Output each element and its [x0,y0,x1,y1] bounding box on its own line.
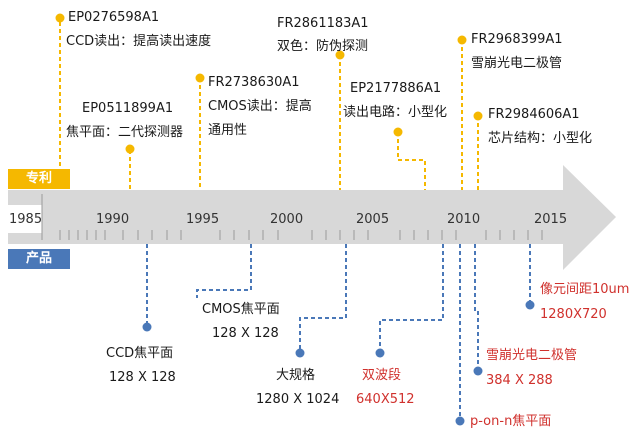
product-dots [142,300,535,426]
product-name: 双波段 [362,368,402,383]
patent-description: CCD读出：提高读出速度 [66,34,212,49]
timeline-arrow [8,165,616,270]
start-year-box [8,205,42,233]
patent-dot [393,127,403,137]
product-name: 雪崩光电二极管 [486,348,578,363]
axis-ticks [41,194,543,240]
product-dot [295,348,305,358]
product-spec: 128 X 128 [212,326,279,341]
patent-dot [335,50,345,60]
patent-description: 焦平面：二代探测器 [66,125,184,140]
tick-1995: 1995 [186,212,220,227]
patent-description: 双色：防伪探测 [277,39,369,54]
product-dot [375,348,385,358]
patent-code: FR2984606A1 [488,107,580,122]
patent-code: FR2861183A1 [277,16,369,31]
patent-dot [55,13,65,23]
patent-description: CMOS读出：提高 [208,99,312,114]
product-dot [525,300,535,310]
tick-2015: 2015 [534,212,568,227]
product-dot [473,366,483,376]
product-tag: 产品 [8,249,70,269]
patent-code: EP0276598A1 [68,10,160,25]
patent-dot [473,111,483,121]
patent-dots [55,13,483,154]
patent-description: 芯片结构：小型化 [488,131,593,146]
patent-code: EP0511899A1 [82,101,174,116]
product-name: 像元间距10um [540,282,630,297]
tick-2000: 2000 [270,212,304,227]
start-year-label: 1985 [9,212,43,227]
patent-description: 雪崩光电二极管 [471,56,563,71]
product-spec: 128 X 128 [109,370,176,385]
product-spec: 1280 X 1024 [256,392,340,407]
product-name: CMOS焦平面 [202,302,280,317]
product-name: p-on-n焦平面 [470,414,552,429]
patent-description: 读出电路：小型化 [343,105,448,120]
product-name: 大规格 [276,368,316,383]
product-spec: 640X512 [356,392,415,407]
patent-code: FR2968399A1 [471,32,563,47]
patent-description: 通用性 [208,123,248,138]
patent-code: EP2177886A1 [350,81,442,96]
patent-dot [125,144,135,154]
product-name: CCD焦平面 [106,346,174,361]
patent-code: FR2738630A1 [208,75,300,90]
product-dot [455,416,465,426]
patent-dot [195,73,205,83]
product-spec: 384 X 288 [486,373,553,388]
tick-1990: 1990 [96,212,130,227]
patent-connectors [59,22,479,190]
product-connectors [146,244,531,420]
patent-dot [457,35,467,45]
product-spec: 1280X720 [540,307,607,322]
patent-tag: 专利 [8,169,70,189]
tick-2010: 2010 [447,212,481,227]
product-dot [142,322,152,332]
tick-2005: 2005 [356,212,390,227]
